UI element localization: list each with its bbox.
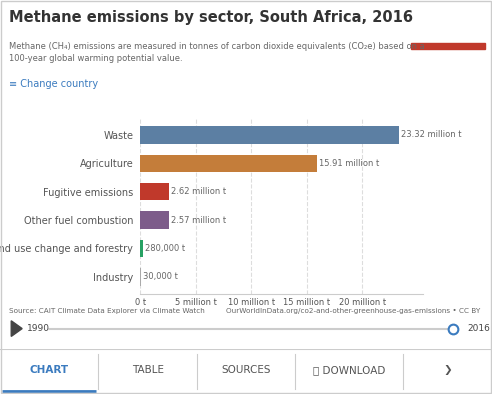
Bar — [140, 211, 169, 229]
Text: ≡ Change country: ≡ Change country — [9, 79, 98, 89]
Text: TABLE: TABLE — [131, 366, 164, 375]
Text: 2.62 million t: 2.62 million t — [171, 187, 226, 196]
Bar — [140, 183, 169, 201]
Text: SOURCES: SOURCES — [221, 366, 271, 375]
Text: 2016: 2016 — [467, 324, 490, 333]
Text: Methane emissions by sector, South Africa, 2016: Methane emissions by sector, South Afric… — [9, 10, 413, 25]
Text: in Data: in Data — [430, 28, 466, 37]
Bar — [140, 154, 317, 172]
Text: 1990: 1990 — [27, 324, 50, 333]
Polygon shape — [11, 321, 22, 336]
Text: OurWorldInData.org/co2-and-other-greenhouse-gas-emissions • CC BY: OurWorldInData.org/co2-and-other-greenho… — [226, 308, 481, 314]
Bar — [140, 126, 399, 144]
Bar — [140, 240, 143, 257]
Text: Source: CAIT Climate Data Explorer via Climate Watch: Source: CAIT Climate Data Explorer via C… — [9, 308, 205, 314]
Text: Our World: Our World — [422, 15, 473, 24]
Text: 23.32 million t: 23.32 million t — [401, 130, 461, 139]
Text: 2.57 million t: 2.57 million t — [171, 216, 226, 225]
Text: 280,000 t: 280,000 t — [145, 244, 185, 253]
Text: ❯: ❯ — [443, 366, 452, 375]
Text: ⤓ DOWNLOAD: ⤓ DOWNLOAD — [313, 366, 386, 375]
Bar — [411, 43, 485, 49]
Text: CHART: CHART — [30, 366, 69, 375]
Text: 100-year global warming potential value.: 100-year global warming potential value. — [9, 54, 183, 63]
Text: 30,000 t: 30,000 t — [143, 272, 178, 281]
Text: 15.91 million t: 15.91 million t — [319, 159, 379, 168]
Bar — [0, 349, 98, 394]
Text: Methane (CH₄) emissions are measured in tonnes of carbon dioxide equivalents (CO: Methane (CH₄) emissions are measured in … — [9, 42, 425, 51]
